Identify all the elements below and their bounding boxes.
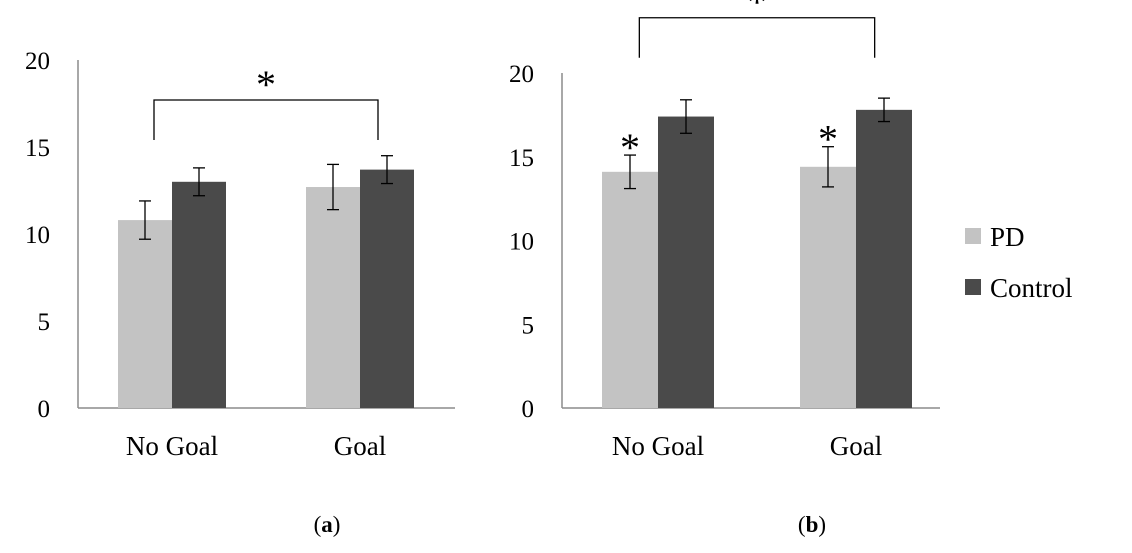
y-tick-label: 5 bbox=[522, 312, 535, 339]
significance-star: * bbox=[747, 0, 767, 25]
bar-pd-goal bbox=[800, 166, 856, 408]
y-tick-label: 20 bbox=[25, 48, 50, 75]
chart-panel-b: 0 5 10 15 20 No Goal Goal * * * (b) bbox=[509, 0, 940, 537]
x-category-label: No Goal bbox=[612, 431, 704, 461]
legend-swatch-pd bbox=[965, 228, 981, 244]
legend-label-pd: PD bbox=[990, 222, 1025, 252]
y-tick-label: 0 bbox=[38, 396, 51, 423]
significance-star: * bbox=[256, 62, 276, 107]
bar-control-no-goal bbox=[658, 116, 714, 409]
y-tick-label: 10 bbox=[509, 229, 534, 256]
chart-panel-a: 0 5 10 15 20 No Goal Goal * (a) bbox=[25, 48, 455, 537]
significance-star: * bbox=[818, 117, 838, 162]
y-tick-label: 15 bbox=[25, 135, 50, 162]
y-tick-label: 10 bbox=[25, 222, 50, 249]
bar-pd-no-goal bbox=[118, 220, 172, 408]
significance-star: * bbox=[620, 125, 640, 170]
significance-bracket bbox=[638, 17, 876, 58]
bar-control-goal bbox=[856, 109, 912, 408]
y-tick-label: 15 bbox=[509, 145, 534, 172]
bar-pd-no-goal bbox=[602, 171, 658, 408]
legend-label-control: Control bbox=[990, 273, 1073, 303]
x-category-label: Goal bbox=[830, 431, 882, 461]
y-tick-label: 5 bbox=[38, 309, 51, 336]
x-category-label: No Goal bbox=[126, 431, 218, 461]
panel-caption: (a) bbox=[314, 512, 341, 537]
bar-control-no-goal bbox=[172, 181, 226, 408]
y-tick-label: 0 bbox=[522, 396, 535, 423]
bar-pd-goal bbox=[306, 187, 360, 408]
legend-swatch-control bbox=[965, 279, 981, 295]
y-tick-label: 20 bbox=[509, 61, 534, 88]
panel-caption: (b) bbox=[798, 512, 826, 537]
legend: PD Control bbox=[965, 222, 1073, 303]
significance-bracket bbox=[153, 99, 379, 141]
x-category-label: Goal bbox=[334, 431, 386, 461]
bar-control-goal bbox=[360, 169, 414, 408]
